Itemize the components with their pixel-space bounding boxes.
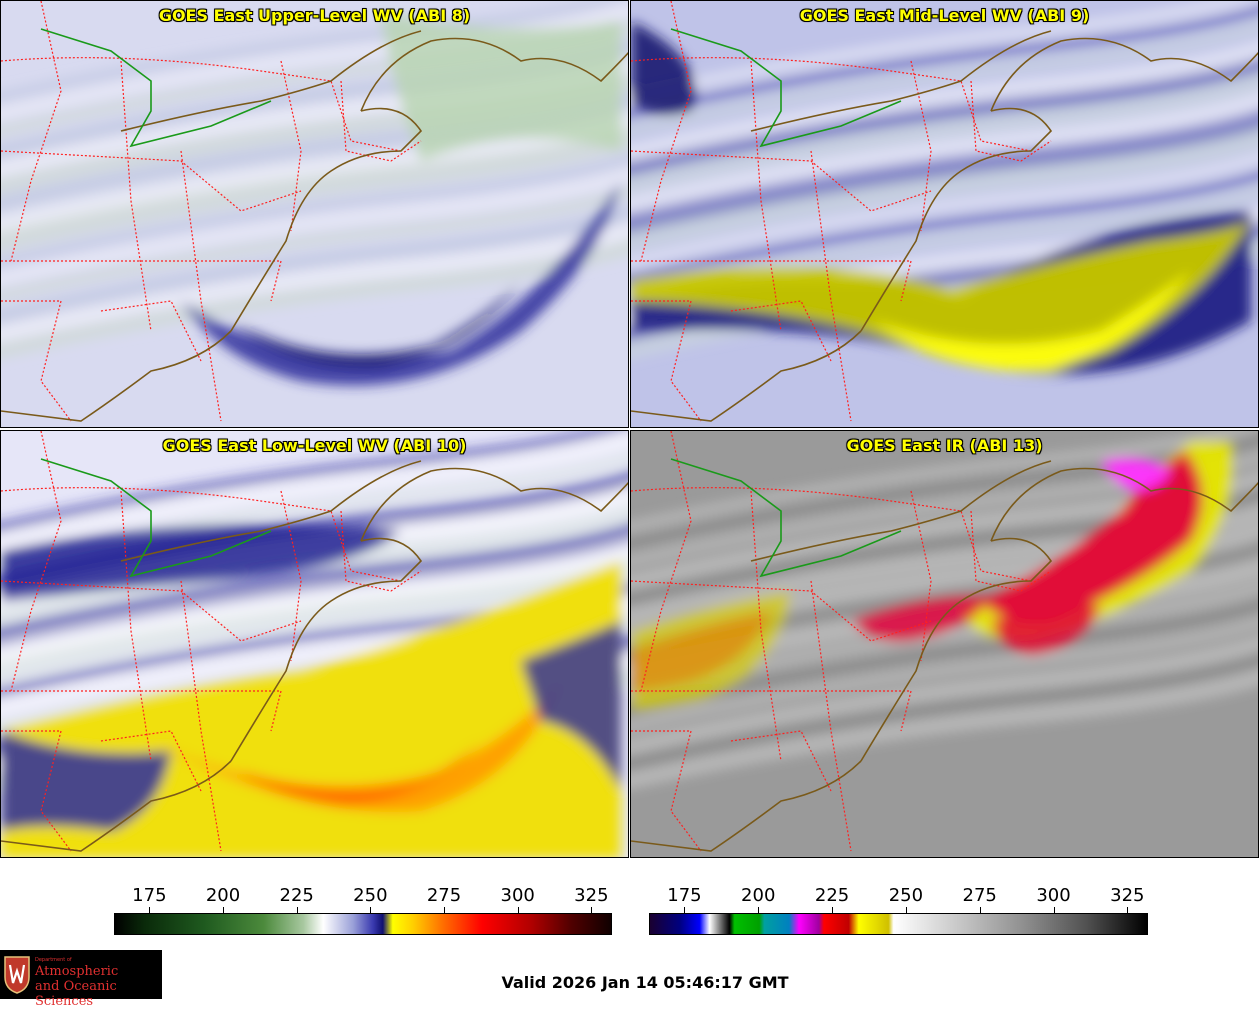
aos-logo: Department of Atmospheric and Oceanic Sc… [0, 950, 162, 1009]
colorbar-tick-mark [149, 907, 151, 913]
colorbar-tick-mark [684, 907, 686, 913]
colorbar-tick-mark [832, 907, 834, 913]
colorbar-tick-label: 325 [574, 885, 609, 906]
colorbar-tick-mark [1127, 907, 1129, 913]
satellite-imagery [1, 431, 628, 857]
mid-level-wv-panel: GOES East Mid-Level WV (ABI 9) [630, 0, 1259, 428]
colorbar-tick-label: 250 [888, 885, 924, 906]
colorbar-tick-label: 200 [741, 885, 776, 906]
colorbar-tick-label: 275 [962, 885, 997, 906]
colorbar-tick-label: 300 [500, 885, 535, 906]
colorbar-tick-mark [979, 907, 981, 913]
logo-line-1: Atmospheric [35, 964, 119, 979]
colorbar-tick-label: 325 [1110, 885, 1145, 906]
uw-crest-icon [4, 956, 30, 994]
colorbar-tick-label: 300 [1036, 885, 1071, 906]
valid-time: Valid 2026 Jan 14 05:46:17 GMT [501, 973, 789, 992]
colorbar-ticks: 175 200 225 250 275 300 325 [114, 885, 612, 913]
low-level-wv-panel: GOES East Low-Level WV (ABI 10) [0, 430, 629, 858]
satellite-imagery [631, 1, 1258, 427]
colorbar-tick-label: 175 [667, 885, 702, 906]
ir-colorbar: 175 200 225 250 275 300 325 [649, 885, 1148, 940]
colorbar-tick-label: 175 [132, 885, 167, 906]
colorbar-tick-mark [517, 907, 519, 913]
colorbar-tick-mark [758, 907, 760, 913]
colorbar-ticks: 175 200 225 250 275 300 325 [649, 885, 1148, 913]
colorbar-tick-label: 275 [426, 885, 462, 906]
panel-title: GOES East Mid-Level WV (ABI 9) [799, 6, 1090, 25]
colorbar-tick-mark [591, 907, 593, 913]
upper-level-wv-panel: GOES East Upper-Level WV (ABI 8) [0, 0, 629, 428]
ir-panel: GOES East IR (ABI 13) [630, 430, 1259, 858]
colorbar-tick-mark [444, 907, 446, 913]
panel-title: GOES East Upper-Level WV (ABI 8) [158, 6, 471, 25]
satellite-imagery [1, 1, 628, 427]
wv-colorbar: 175 200 225 250 275 300 325 [114, 885, 612, 940]
wv-color-scale [114, 913, 612, 935]
colorbar-tick-label: 200 [205, 885, 241, 906]
colorbar-tick-label: 250 [353, 885, 388, 906]
colorbar-tick-mark [370, 907, 372, 913]
satellite-imagery [631, 431, 1258, 857]
colorbar-tick-label: 225 [279, 885, 314, 906]
colorbar-tick-mark [296, 907, 298, 913]
colorbar-tick-label: 225 [814, 885, 850, 906]
panel-title: GOES East IR (ABI 13) [846, 436, 1043, 455]
panel-title: GOES East Low-Level WV (ABI 10) [162, 436, 467, 455]
logo-dept-text: Department of [35, 957, 72, 963]
ir-color-scale [649, 913, 1148, 935]
colorbar-tick-mark [223, 907, 225, 913]
colorbar-tick-mark [1053, 907, 1055, 913]
colorbar-tick-mark [905, 907, 907, 913]
